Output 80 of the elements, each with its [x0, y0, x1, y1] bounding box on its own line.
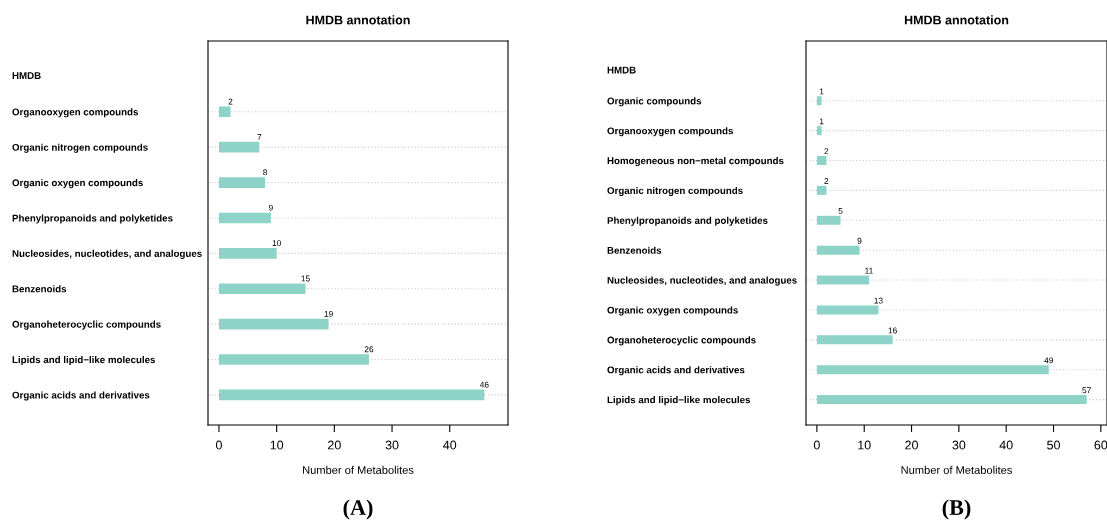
- y-tick-label: Nucleosides, nucleotides, and analogues: [607, 276, 797, 286]
- bar: [218, 389, 485, 401]
- bar: [218, 141, 260, 153]
- data-label: 9: [268, 204, 273, 211]
- data-label: 1: [819, 88, 824, 95]
- data-label: 2: [228, 98, 233, 105]
- y-axis-title: HMDB: [607, 66, 636, 74]
- y-tick-label: Organic acids and derivatives: [607, 366, 745, 376]
- x-axis-title: Number of Metabolites: [901, 465, 1012, 474]
- data-label: 19: [324, 310, 333, 317]
- y-axis-title: HMDB: [12, 72, 41, 79]
- data-label: 2: [824, 178, 829, 184]
- bar: [218, 354, 369, 365]
- data-label: 15: [301, 275, 310, 282]
- y-tick-label: Organic acids and derivatives: [12, 391, 150, 401]
- bar: [816, 126, 822, 136]
- x-tick-label: 60: [1094, 440, 1107, 450]
- y-tick-label: Phenylpropanoids and polyketides: [12, 214, 173, 224]
- data-label: 16: [888, 327, 897, 334]
- y-tick-label: Lipids and lipid−like molecules: [12, 356, 156, 366]
- x-tick-label: 20: [905, 440, 918, 450]
- bar: [816, 335, 893, 345]
- x-tick-label: 30: [385, 440, 399, 450]
- x-tick-label: 40: [999, 440, 1013, 450]
- data-label: 9: [857, 237, 862, 244]
- bar: [816, 395, 1087, 405]
- y-tick-label: Organic compounds: [607, 97, 702, 107]
- x-tick-label: 0: [813, 440, 820, 450]
- y-tick-label: Phenylpropanoids and polyketides: [607, 216, 768, 226]
- y-tick-label: Organic nitrogen compounds: [607, 186, 743, 196]
- x-tick-label: 0: [215, 440, 222, 450]
- x-axis-title: Number of Metabolites: [303, 465, 414, 474]
- data-label: 1: [819, 118, 824, 125]
- text: (B): [942, 499, 971, 520]
- data-label: 57: [1082, 387, 1091, 394]
- bar: [816, 215, 841, 225]
- y-tick-label: Organoheterocyclic compounds: [607, 336, 756, 346]
- data-label: 5: [838, 208, 843, 214]
- x-tick-label: 40: [443, 440, 457, 450]
- x-tick-label: 20: [328, 440, 341, 450]
- bar: [218, 212, 271, 224]
- bar: [816, 96, 822, 106]
- y-tick-label: Organic oxygen compounds: [12, 179, 143, 189]
- x-tick-label: 30: [952, 440, 966, 450]
- data-label: 46: [479, 381, 489, 388]
- y-tick-label: Organoheterocyclic compounds: [12, 320, 161, 330]
- data-label: 7: [257, 134, 262, 140]
- bar: [816, 275, 869, 285]
- y-tick-label: Organic nitrogen compounds: [12, 143, 148, 153]
- x-tick-label: 10: [270, 440, 284, 450]
- data-label: 8: [263, 169, 268, 176]
- chart-title: HMDB annotation: [306, 15, 410, 25]
- data-label: 11: [865, 267, 873, 274]
- y-tick-label: Organooxygen compounds: [607, 127, 733, 137]
- data-label: 49: [1044, 357, 1054, 364]
- y-tick-label: Benzenoids: [12, 285, 67, 293]
- bar: [816, 156, 827, 166]
- text: (A): [343, 499, 373, 520]
- bar: [816, 305, 879, 315]
- bar: [816, 185, 827, 195]
- chart-title: HMDB annotation: [904, 15, 1009, 25]
- data-label: 2: [824, 148, 829, 155]
- data-label: 10: [272, 240, 281, 247]
- bar: [218, 177, 266, 188]
- x-tick-label: 10: [858, 440, 871, 450]
- y-tick-label: Lipids and lipid−like molecules: [607, 396, 751, 406]
- bar: [816, 245, 860, 255]
- bar: [218, 248, 277, 259]
- y-tick-label: Organic oxygen compounds: [607, 306, 738, 316]
- data-label: 13: [874, 297, 883, 304]
- bar: [816, 365, 1049, 375]
- y-tick-label: Organooxygen compounds: [12, 108, 138, 118]
- y-tick-label: Benzenoids: [607, 246, 662, 254]
- y-tick-label: Nucleosides, nucleotides, and analogues: [12, 249, 202, 259]
- y-tick-label: Homogeneous non−metal compounds: [607, 157, 784, 167]
- x-tick-label: 50: [1047, 440, 1060, 450]
- data-label: 26: [364, 346, 374, 353]
- bar: [218, 106, 231, 118]
- bar: [218, 318, 329, 330]
- bar: [218, 283, 306, 295]
